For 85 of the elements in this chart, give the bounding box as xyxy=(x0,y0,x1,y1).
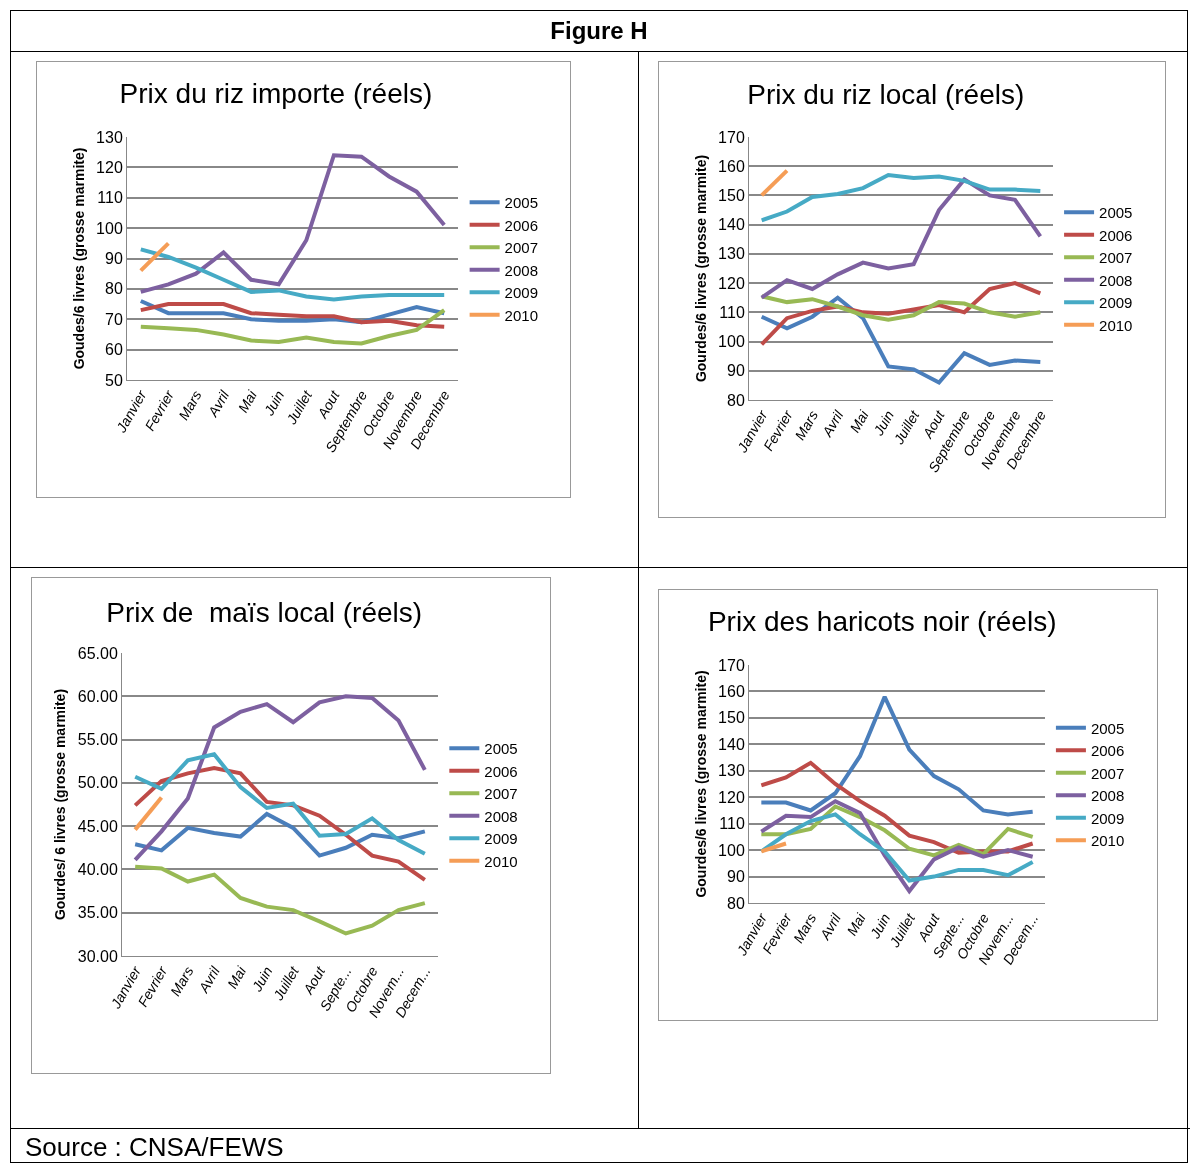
y-tick-label: 160 xyxy=(718,683,745,701)
line-series xyxy=(759,799,1035,894)
line-series xyxy=(759,177,1043,300)
legend-label: 2009 xyxy=(484,830,518,848)
chart-title: Prix des haricots noir (réels) xyxy=(707,606,1057,637)
chart-title: Prix du riz importe (réels) xyxy=(119,78,433,110)
y-tick-label: 100 xyxy=(96,219,123,237)
y-tick-label: 140 xyxy=(718,216,745,234)
line-series xyxy=(133,864,427,936)
y-tick-label: 130 xyxy=(718,245,745,263)
y-tick-label: 130 xyxy=(96,128,123,146)
line-series xyxy=(759,804,1035,858)
legend-label: 2010 xyxy=(504,306,538,324)
source-note: Source : CNSA/FEWS xyxy=(11,1128,1190,1165)
y-tick-label: 45.00 xyxy=(77,817,118,835)
legend-label: 2007 xyxy=(484,785,518,803)
y-tick-label: 60 xyxy=(105,341,123,359)
line-series xyxy=(133,812,427,858)
y-tick-label: 50 xyxy=(105,371,123,389)
legend-label: 2009 xyxy=(504,284,538,302)
legend-label: 2007 xyxy=(1090,764,1125,782)
y-tick-label: 120 xyxy=(96,158,123,176)
y-tick-label: 40.00 xyxy=(77,861,118,879)
legend-label: 2010 xyxy=(1090,832,1125,850)
legend-label: 2007 xyxy=(504,239,538,257)
y-axis-title: Gourdes/ 6 livres (grosse marmite) xyxy=(52,688,69,921)
legend-label: 2010 xyxy=(484,852,518,870)
line-series xyxy=(759,172,1043,223)
chart-title: Prix du riz local (réels) xyxy=(747,79,1025,111)
y-tick-label: 90 xyxy=(727,362,745,380)
y-tick-label: 150 xyxy=(718,709,745,727)
y-tick-label: 90 xyxy=(105,250,123,268)
legend-label: 2005 xyxy=(1090,719,1125,737)
y-axis-title: Goudes/6 livres (grosse marmite) xyxy=(70,147,87,370)
legend-label: 2007 xyxy=(1099,249,1133,267)
line-series xyxy=(138,247,447,302)
y-tick-label: 170 xyxy=(718,656,745,674)
y-tick-label: 170 xyxy=(718,128,745,146)
legend-label: 2008 xyxy=(484,807,518,825)
y-tick-label: 130 xyxy=(718,762,745,780)
line-series xyxy=(133,694,427,862)
y-tick-label: 30.00 xyxy=(77,947,118,965)
legend-label: 2006 xyxy=(504,216,538,234)
y-tick-label: 110 xyxy=(719,303,745,321)
y-tick-label: 120 xyxy=(718,788,745,806)
y-tick-label: 60.00 xyxy=(77,687,118,705)
y-tick-label: 110 xyxy=(97,189,123,207)
y-tick-label: 80 xyxy=(727,894,745,912)
line-series xyxy=(133,752,427,856)
y-tick-label: 150 xyxy=(718,187,745,205)
y-axis-title: Gourdes/6 livres (grosse marmite) xyxy=(692,670,709,898)
y-tick-label: 90 xyxy=(727,868,745,886)
y-tick-label: 50.00 xyxy=(77,774,118,792)
text: Figure H xyxy=(11,11,1187,52)
legend-label: 2005 xyxy=(504,194,538,212)
legend-label: 2005 xyxy=(1099,204,1133,222)
y-tick-label: 55.00 xyxy=(77,731,118,749)
legend-label: 2005 xyxy=(484,740,518,758)
legend-label: 2009 xyxy=(1099,294,1133,312)
legend-label: 2008 xyxy=(504,261,538,279)
line-series xyxy=(759,812,1035,883)
y-tick-label: 100 xyxy=(718,333,745,351)
y-tick-label: 65.00 xyxy=(77,644,118,662)
y-tick-label: 140 xyxy=(718,735,745,753)
legend-label: 2006 xyxy=(1090,742,1125,760)
y-tick-label: 35.00 xyxy=(77,904,118,922)
y-axis-title: Gourdes/6 livres (grosse marmite) xyxy=(692,154,709,383)
y-tick-label: 120 xyxy=(718,274,745,292)
legend-label: 2010 xyxy=(1099,316,1133,334)
legend-label: 2006 xyxy=(484,762,518,780)
y-tick-label: 160 xyxy=(718,157,745,175)
line-series xyxy=(759,294,1043,322)
y-tick-label: 110 xyxy=(719,815,745,833)
legend-label: 2008 xyxy=(1090,787,1125,805)
line-series xyxy=(138,153,447,294)
legend-label: 2008 xyxy=(1099,271,1133,289)
y-tick-label: 70 xyxy=(105,310,123,328)
y-tick-label: 100 xyxy=(718,841,745,859)
legend-label: 2009 xyxy=(1090,809,1125,827)
line-series xyxy=(759,694,1035,817)
chart-title: Prix de maïs local (réels) xyxy=(106,597,423,629)
legend-label: 2006 xyxy=(1099,226,1133,244)
y-tick-label: 80 xyxy=(727,391,745,409)
y-tick-label: 80 xyxy=(105,280,123,298)
line-series xyxy=(138,308,447,346)
